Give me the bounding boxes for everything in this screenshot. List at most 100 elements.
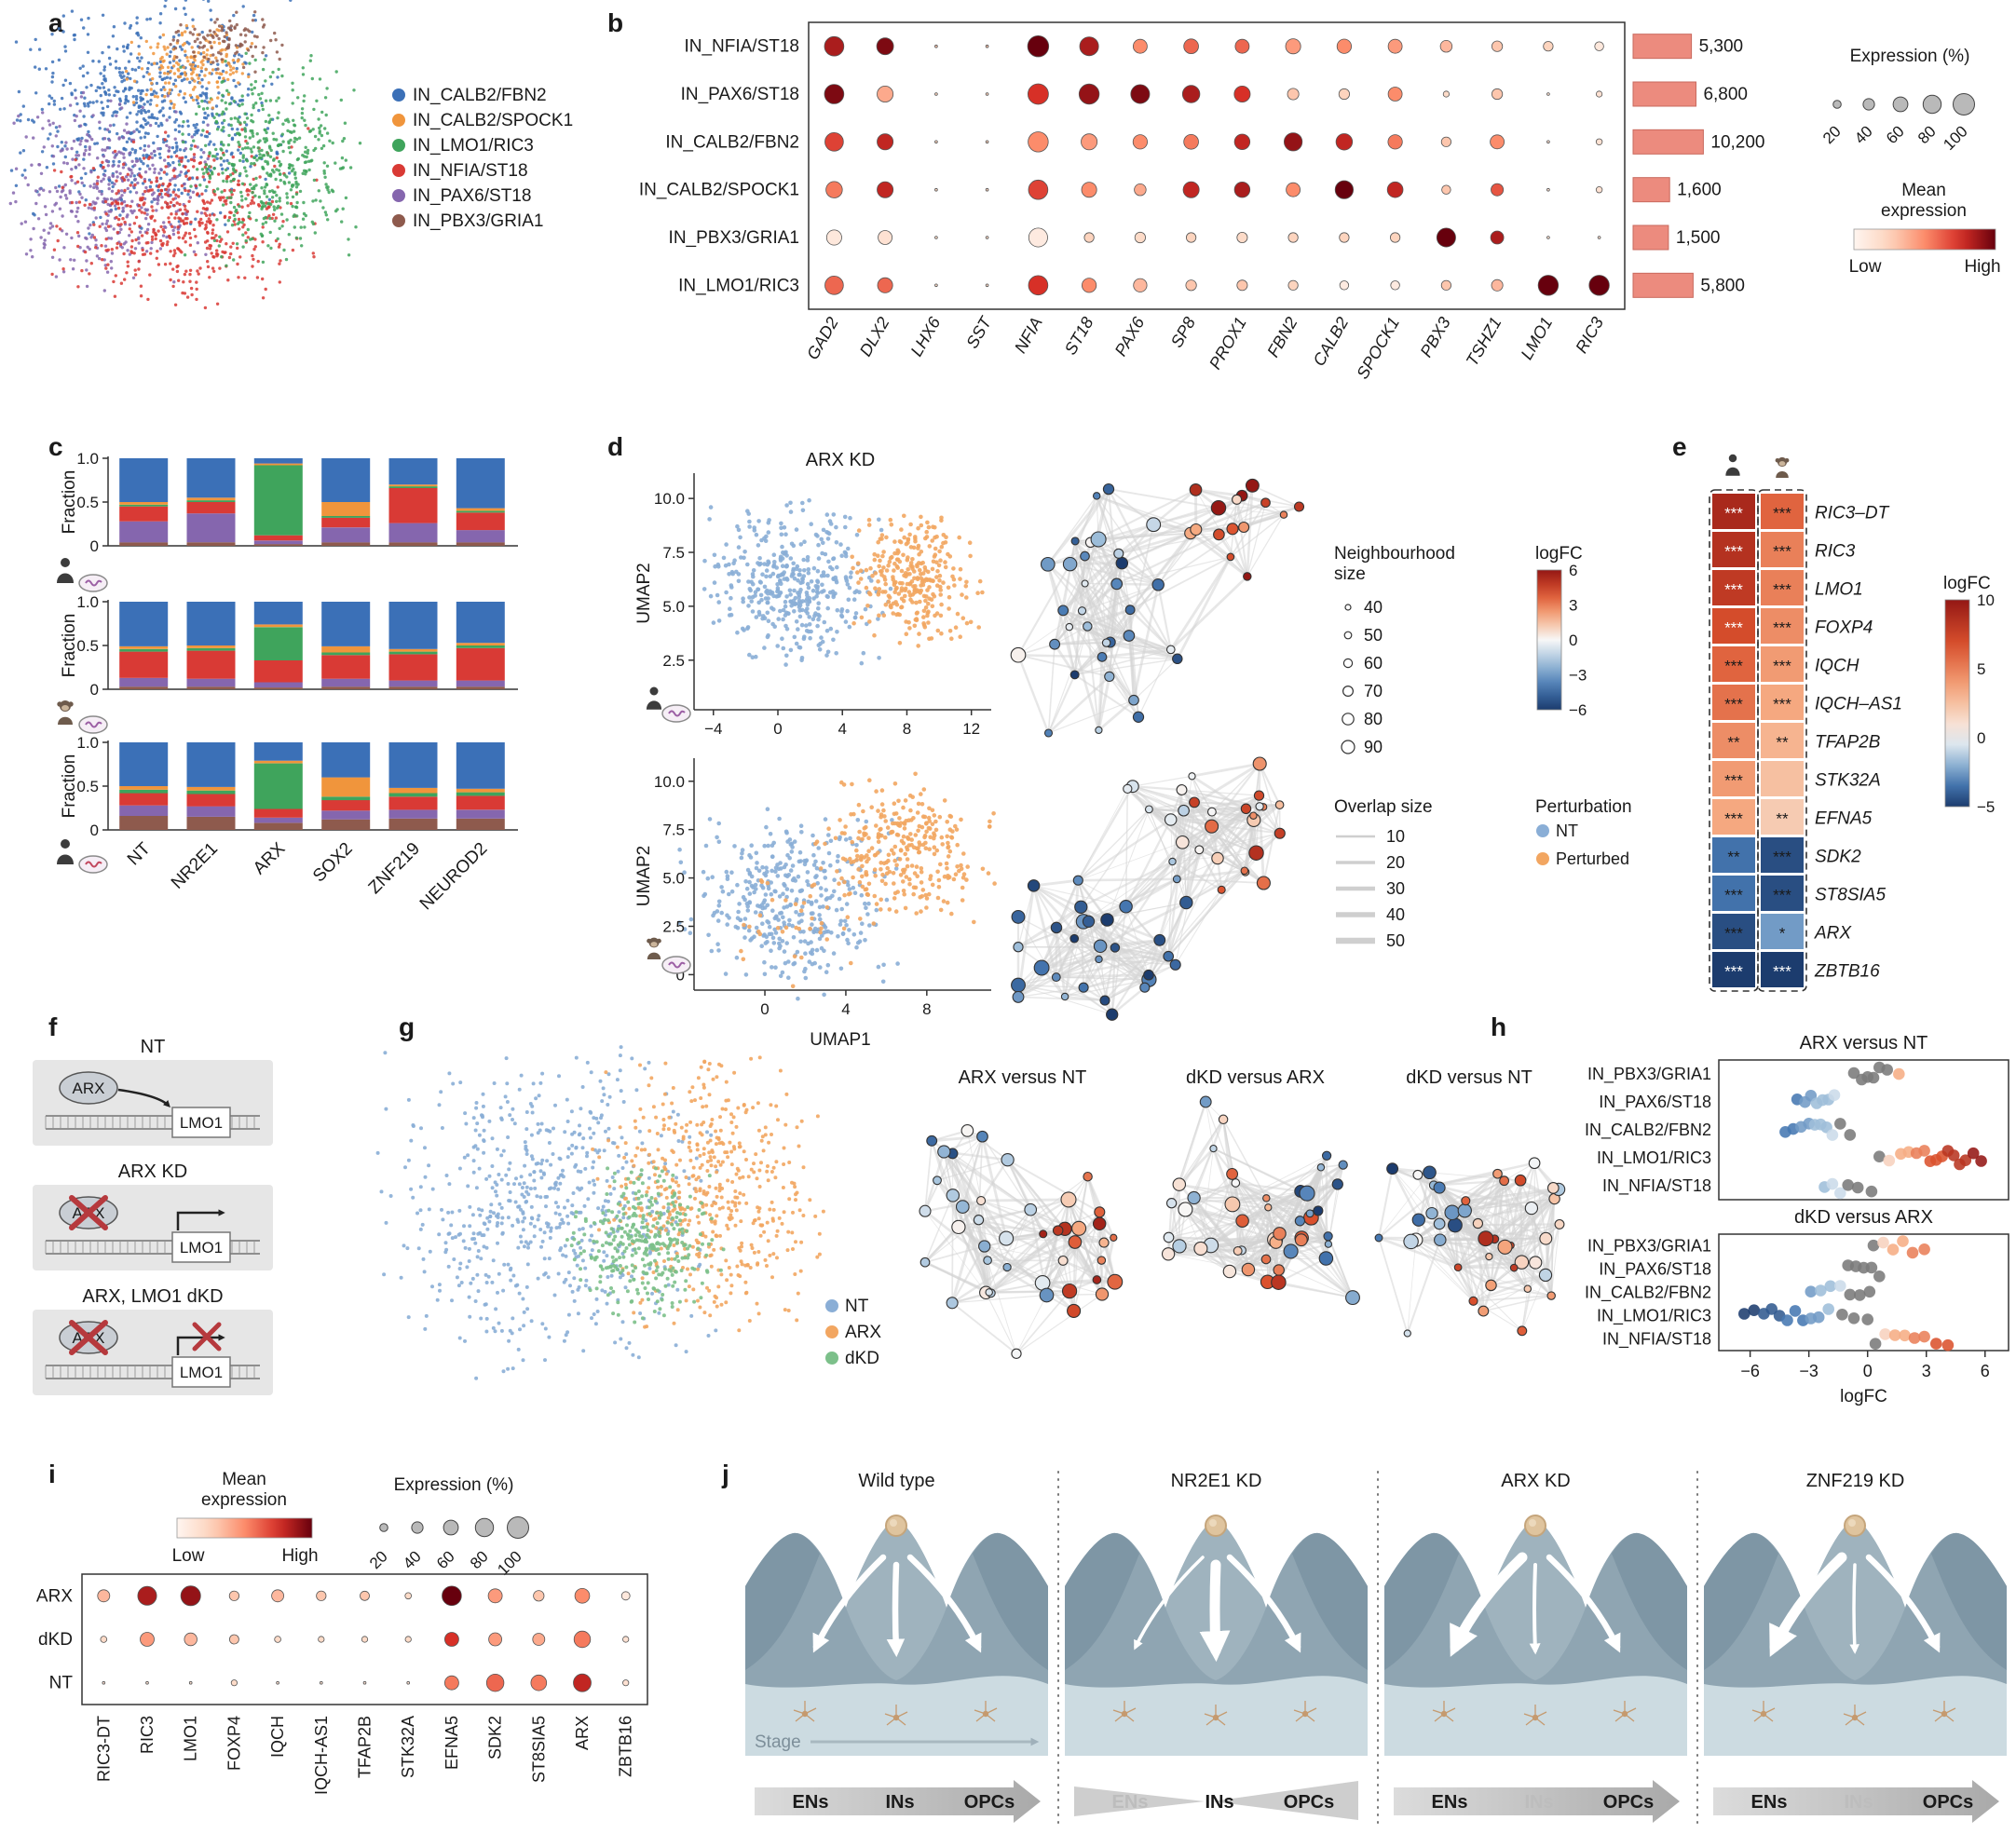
umap-scatter: 0 4 8 10.0 7.5 5.0 2.5 0 UMAP2 bbox=[634, 758, 997, 1018]
organoid-dish-icon bbox=[78, 574, 108, 592]
svg-text:0.5: 0.5 bbox=[76, 494, 99, 511]
legend-swatch bbox=[392, 139, 405, 152]
fate-arrow-right bbox=[1546, 1554, 1621, 1653]
svg-text:0: 0 bbox=[676, 966, 685, 984]
svg-text:g: g bbox=[399, 1012, 415, 1041]
svg-text:FBN2: FBN2 bbox=[1263, 314, 1301, 360]
waddington-landscape bbox=[1384, 1515, 1687, 1756]
svg-text:1.0: 1.0 bbox=[76, 734, 99, 752]
umap-cluster bbox=[124, 23, 254, 110]
stage-arrow-bar bbox=[1394, 1780, 1680, 1823]
panel-letter-f: f bbox=[48, 1012, 58, 1041]
heatmap-cell-monkey bbox=[1761, 570, 1804, 605]
svg-text:0: 0 bbox=[90, 822, 99, 839]
heatmap-cell-human bbox=[1712, 876, 1755, 911]
svg-text:8: 8 bbox=[922, 1000, 931, 1018]
svg-text:0: 0 bbox=[773, 720, 782, 738]
panel-d: ARX KD −4 0 4 8 12 10.0 7.5 5.0 2.5 UMAP2 0 4 8 10.0 7.… bbox=[634, 450, 1632, 1050]
graph-edges bbox=[1377, 1162, 1561, 1334]
progenitor-cell-icon bbox=[1205, 1515, 1227, 1537]
svg-text:IN_CALB2/SPOCK1: IN_CALB2/SPOCK1 bbox=[413, 111, 573, 130]
stage-arrow-bar bbox=[1713, 1780, 1999, 1823]
panel-e: *** *** RIC3–DT*** *** RIC3*** *** LMO1*** *** F… bbox=[1709, 454, 1995, 992]
svg-text:10,200: 10,200 bbox=[1710, 132, 1764, 152]
svg-text:8: 8 bbox=[903, 720, 911, 738]
fate-arrow-right bbox=[1226, 1554, 1301, 1653]
heatmap-cell-monkey bbox=[1761, 761, 1804, 796]
gene-diagram-box bbox=[33, 1310, 273, 1395]
svg-text:1.0: 1.0 bbox=[76, 450, 99, 468]
gene-diagram-box bbox=[33, 1060, 273, 1146]
svg-text:0: 0 bbox=[90, 681, 99, 699]
svg-text:IN_PBX3/GRIA1: IN_PBX3/GRIA1 bbox=[413, 211, 543, 231]
svg-text:IN_PAX6/ST18: IN_PAX6/ST18 bbox=[413, 186, 531, 206]
svg-text:Fraction: Fraction bbox=[60, 754, 79, 819]
mean-expression-colorbar bbox=[176, 1517, 313, 1539]
svg-text:a: a bbox=[48, 8, 63, 37]
umap-scatter: −4 0 4 8 12 10.0 7.5 5.0 2.5 UMAP2 bbox=[634, 473, 991, 738]
svg-text:0: 0 bbox=[90, 537, 99, 555]
human-icon bbox=[61, 558, 70, 567]
svg-text:80: 80 bbox=[1914, 122, 1940, 147]
panel-a: IN_CALB2/FBN2 IN_CALB2/SPOCK1 IN_LMO1/RIC3… bbox=[8, 0, 573, 310]
svg-text:IN_CALB2/SPOCK1: IN_CALB2/SPOCK1 bbox=[639, 181, 799, 200]
svg-text:High: High bbox=[1964, 257, 2000, 277]
svg-text:NFIA: NFIA bbox=[1011, 314, 1046, 357]
svg-text:10.0: 10.0 bbox=[654, 490, 685, 508]
panel-c: 1.0 0.5 0 Fraction 1.0 0.5 0 Fraction 1.0 0.5 0 Fra… bbox=[57, 450, 518, 914]
neighbourhood-graph bbox=[1010, 478, 1305, 738]
umap-cluster bbox=[177, 51, 362, 267]
svg-text:7.5: 7.5 bbox=[662, 822, 685, 839]
organoid-dish-icon bbox=[78, 715, 108, 734]
fate-arrow-middle bbox=[1199, 1559, 1231, 1663]
svg-text:0.5: 0.5 bbox=[76, 637, 99, 655]
umap-cluster bbox=[169, 10, 284, 74]
heatmap-cell-monkey bbox=[1761, 494, 1804, 529]
fate-arrow-left bbox=[1134, 1556, 1205, 1651]
svg-text:c: c bbox=[48, 432, 63, 461]
heatmap-cell-human bbox=[1712, 799, 1755, 835]
progenitor-cell-icon bbox=[1524, 1515, 1546, 1537]
neighbourhood-graph bbox=[1011, 756, 1286, 1021]
svg-text:10.0: 10.0 bbox=[654, 773, 685, 791]
mean-expression-colorbar bbox=[1853, 228, 1996, 251]
logfc-colorbar bbox=[1536, 569, 1562, 711]
svg-text:Fraction: Fraction bbox=[60, 614, 79, 678]
heatmap-cell-human bbox=[1712, 570, 1755, 605]
svg-text:ARX: ARX bbox=[250, 838, 290, 878]
panel-letter-c: c bbox=[48, 432, 63, 461]
panel-letter-a: a bbox=[48, 8, 63, 37]
neighbourhood-graph bbox=[1161, 1095, 1360, 1306]
legend-swatch bbox=[825, 1325, 838, 1338]
neighbourhood-graph bbox=[919, 1124, 1124, 1359]
svg-text:expression: expression bbox=[1881, 201, 1967, 221]
svg-text:e: e bbox=[1672, 432, 1687, 461]
svg-text:IN_CALB2/FBN2: IN_CALB2/FBN2 bbox=[413, 86, 547, 105]
graph-edges bbox=[923, 1129, 1117, 1355]
svg-text:SST: SST bbox=[962, 312, 996, 351]
svg-text:ST18: ST18 bbox=[1061, 314, 1097, 358]
svg-text:40: 40 bbox=[1851, 122, 1876, 147]
svg-text:RIC3: RIC3 bbox=[1572, 314, 1607, 357]
svg-text:SPOCK1: SPOCK1 bbox=[1353, 314, 1403, 382]
svg-text:0.5: 0.5 bbox=[76, 778, 99, 795]
svg-text:PBX3: PBX3 bbox=[1417, 314, 1454, 360]
heatmap-cell-human bbox=[1712, 914, 1755, 949]
svg-text:i: i bbox=[48, 1460, 56, 1488]
fate-arrow-middle bbox=[886, 1561, 906, 1658]
neighbourhood-graph bbox=[1374, 1157, 1566, 1338]
svg-text:Mean: Mean bbox=[1901, 181, 1946, 200]
cell-count-bar bbox=[1632, 272, 1694, 298]
cell-count-bar bbox=[1632, 34, 1693, 60]
svg-text:PAX6: PAX6 bbox=[1111, 313, 1149, 360]
svg-text:IN_CALB2/FBN2: IN_CALB2/FBN2 bbox=[665, 132, 799, 152]
svg-text:5,300: 5,300 bbox=[1699, 37, 1744, 57]
svg-text:GAD2: GAD2 bbox=[803, 314, 842, 362]
fate-arrow-right bbox=[1865, 1554, 1941, 1653]
umap-cluster bbox=[50, 122, 319, 310]
svg-text:SP8: SP8 bbox=[1167, 314, 1199, 350]
legend-swatch bbox=[825, 1299, 838, 1312]
